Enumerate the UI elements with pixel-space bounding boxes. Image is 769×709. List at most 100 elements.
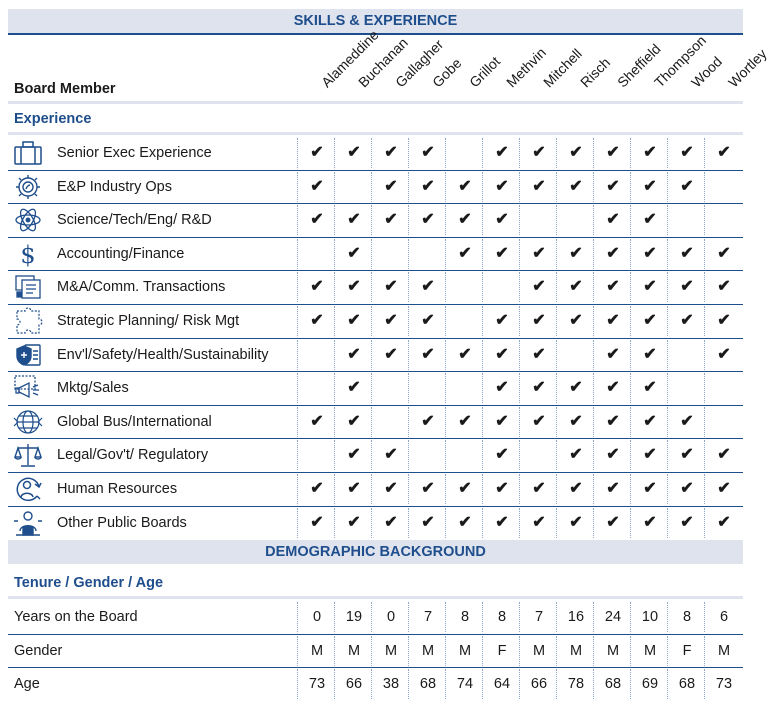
- check-mark: ✔: [606, 312, 620, 329]
- check-mark: ✔: [680, 480, 694, 497]
- column-separator: [630, 138, 631, 168]
- check-mark: ✔: [532, 144, 546, 161]
- column-separator: [556, 138, 557, 168]
- check-mark: ✔: [606, 513, 620, 531]
- check-mark: ✔: [347, 412, 361, 430]
- empty-cell: [669, 338, 705, 372]
- column-separator: [334, 272, 335, 303]
- column-separator: [556, 306, 557, 336]
- check-mark: ✔: [717, 278, 731, 296]
- row-divider: [8, 169, 743, 171]
- row-divider: [8, 438, 743, 440]
- column-separator: [408, 238, 409, 269]
- empty-cell: [521, 203, 557, 237]
- row-divider: [8, 337, 743, 339]
- value-cell: 6: [719, 609, 729, 625]
- demographic-row: Gender M M M M M F M M M M F M: [8, 634, 743, 668]
- person-cycle-icon: [13, 475, 43, 503]
- column-separator: [482, 373, 483, 404]
- check-mark: ✔: [384, 513, 398, 531]
- empty-cell: [558, 338, 594, 372]
- column-separator: [704, 272, 705, 303]
- column-separator: [593, 602, 594, 632]
- check-mark: ✔: [347, 480, 361, 497]
- value-cell: F: [497, 642, 507, 659]
- column-separator: [371, 440, 372, 471]
- check-mark: ✔: [310, 412, 324, 430]
- check-mark: ✔: [569, 446, 583, 464]
- column-separator: [371, 373, 372, 404]
- skill-row: Mktg/Sales ✔ ✔ ✔ ✔ ✔ ✔: [8, 371, 743, 405]
- column-separator: [667, 272, 668, 303]
- check-mark: ✔: [569, 144, 583, 161]
- column-separator: [334, 238, 335, 269]
- value-cell: M: [458, 642, 472, 659]
- column-separator: [297, 138, 298, 168]
- skill-row: Human Resources ✔ ✔ ✔ ✔ ✔ ✔ ✔ ✔ ✔ ✔ ✔ ✔: [8, 472, 743, 506]
- check-mark: ✔: [717, 513, 731, 531]
- check-mark: ✔: [569, 278, 583, 296]
- column-separator: [519, 373, 520, 404]
- column-separator: [519, 602, 520, 632]
- value-cell: 68: [678, 676, 696, 692]
- skill-label: Strategic Planning/ Risk Mgt: [57, 313, 240, 329]
- check-mark: ✔: [458, 345, 472, 363]
- column-separator: [630, 238, 631, 269]
- value-cell: 38: [382, 676, 400, 692]
- column-separator: [482, 602, 483, 632]
- check-mark: ✔: [680, 177, 694, 195]
- value-cell: M: [569, 642, 583, 659]
- check-mark: ✔: [532, 345, 546, 363]
- column-separator: [408, 272, 409, 303]
- empty-cell: [558, 203, 594, 237]
- check-mark: ✔: [310, 177, 324, 195]
- column-separator: [593, 406, 594, 437]
- column-separator: [704, 238, 705, 269]
- check-mark: ✔: [532, 379, 546, 397]
- check-mark: ✔: [384, 446, 398, 464]
- column-separator: [630, 669, 631, 699]
- check-mark: ✔: [569, 379, 583, 397]
- header-top-rule: [8, 33, 743, 35]
- column-separator: [371, 406, 372, 437]
- column-separator: [482, 272, 483, 303]
- column-separator: [667, 474, 668, 504]
- row-divider: [8, 270, 743, 272]
- column-separator: [482, 238, 483, 269]
- skill-row: Science/Tech/Eng/ R&D ✔ ✔ ✔ ✔ ✔ ✔ ✔ ✔: [8, 203, 743, 237]
- column-separator: [704, 669, 705, 699]
- member-name-header: Methvin: [503, 44, 549, 91]
- empty-cell: [669, 203, 705, 237]
- check-mark: ✔: [643, 278, 657, 296]
- scales-icon: [13, 441, 43, 469]
- column-separator: [297, 339, 298, 370]
- empty-cell: [706, 371, 742, 405]
- column-separator: [593, 306, 594, 336]
- column-separator: [519, 474, 520, 504]
- check-mark: ✔: [458, 513, 472, 531]
- column-separator: [593, 138, 594, 168]
- check-mark: ✔: [421, 211, 435, 229]
- column-separator: [593, 635, 594, 666]
- value-cell: M: [643, 642, 657, 659]
- megaphone-icon: [13, 374, 43, 402]
- column-separator: [297, 406, 298, 437]
- check-mark: ✔: [643, 211, 657, 229]
- member-name-header: Wortley: [725, 45, 769, 91]
- column-separator: [334, 635, 335, 666]
- puzzle-icon: [13, 307, 43, 335]
- empty-cell: [521, 438, 557, 472]
- check-mark: ✔: [680, 412, 694, 430]
- column-separator: [445, 272, 446, 303]
- empty-cell: [447, 136, 483, 170]
- column-separator: [630, 205, 631, 236]
- check-mark: ✔: [569, 513, 583, 531]
- column-separator: [593, 669, 594, 699]
- value-cell: M: [347, 642, 361, 659]
- column-separator: [630, 339, 631, 370]
- column-separator: [556, 635, 557, 666]
- column-separator: [334, 474, 335, 504]
- column-separator: [445, 138, 446, 168]
- column-separator: [297, 440, 298, 471]
- check-mark: ✔: [717, 144, 731, 161]
